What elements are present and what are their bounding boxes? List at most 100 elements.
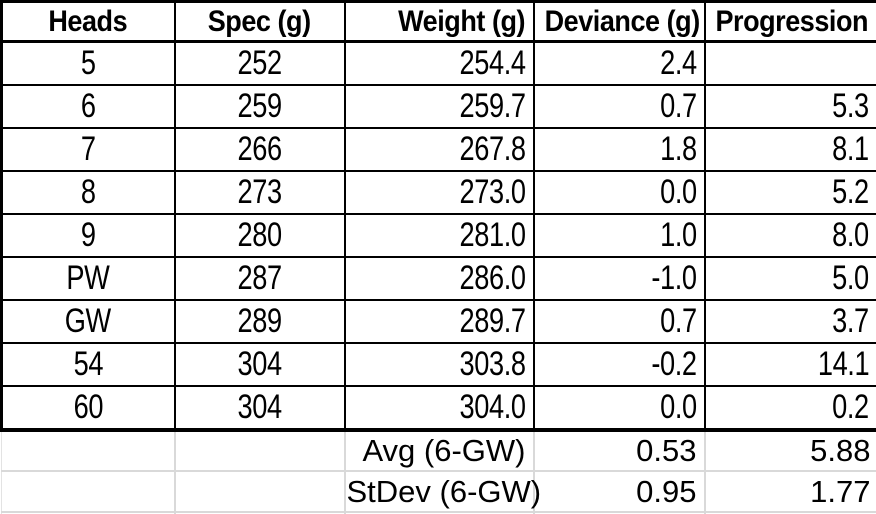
summary-value: 5.88 [810, 433, 871, 468]
cell-heads[interactable]: 8 [0, 170, 176, 215]
cell-value: 1.8 [659, 130, 697, 168]
column-header-label: Progression [714, 4, 868, 38]
cell-value: 0.0 [659, 173, 697, 211]
cell-progression[interactable]: 8.1 [703, 127, 876, 172]
column-header-heads[interactable]: Heads [0, 0, 176, 43]
summary-progression-cell[interactable]: 5.88 [704, 430, 876, 472]
cell-value: -0.2 [651, 345, 697, 383]
summary-label-cell[interactable]: Avg (6-GW) [344, 430, 535, 472]
cell-value: 252 [237, 44, 282, 82]
header-row: Heads Spec (g) Weight (g) Deviance (g) P… [0, 0, 876, 43]
cell-heads[interactable]: GW [0, 299, 176, 344]
cell-progression[interactable]: 3.7 [703, 299, 876, 344]
cell-value: 5.0 [832, 259, 869, 297]
empty-cell[interactable] [1, 471, 176, 513]
table-row: 60 304 304.0 0.0 0.2 [0, 385, 876, 432]
summary-row-stdev: StDev (6-GW) 0.95 1.77 [1, 471, 876, 513]
cell-value: 5 [80, 44, 96, 82]
cell-spec[interactable]: 273 [173, 170, 346, 215]
cell-weight[interactable]: 304.0 [343, 385, 535, 432]
cell-value: 2.4 [659, 44, 697, 82]
empty-cell [533, 512, 706, 514]
column-header-progression[interactable]: Progression [703, 0, 876, 43]
cell-spec[interactable]: 304 [173, 385, 346, 432]
cell-value: 14.1 [817, 345, 870, 383]
cell-spec[interactable]: 252 [173, 40, 346, 86]
empty-cell [174, 512, 346, 514]
cell-value: PW [66, 259, 110, 297]
table-row: 7 266 267.8 1.8 8.1 [0, 127, 876, 172]
empty-cell[interactable] [174, 430, 346, 472]
cell-progression[interactable]: 14.1 [703, 342, 876, 387]
summary-label-cell[interactable]: StDev (6-GW) [344, 471, 541, 513]
cell-spec[interactable]: 280 [173, 213, 346, 258]
column-header-deviance[interactable]: Deviance (g) [532, 0, 706, 43]
cell-deviance[interactable]: 0.0 [532, 170, 706, 215]
cell-deviance[interactable]: 1.0 [532, 213, 706, 258]
cell-value: 60 [73, 388, 104, 426]
cell-heads[interactable]: 7 [0, 127, 176, 172]
summary-label: Avg (6-GW) [362, 433, 526, 468]
cell-deviance[interactable]: -1.0 [532, 256, 706, 301]
cell-value: 54 [73, 345, 104, 383]
cell-weight[interactable]: 281.0 [343, 213, 535, 258]
cell-value: 286.0 [459, 259, 526, 297]
cell-heads[interactable]: 60 [0, 385, 176, 432]
cell-heads[interactable]: 9 [0, 213, 176, 258]
column-header-spec[interactable]: Spec (g) [173, 0, 346, 43]
cell-value: 7 [80, 130, 96, 168]
cell-deviance[interactable]: 2.4 [532, 40, 706, 86]
empty-cell [344, 512, 535, 514]
cell-spec[interactable]: 266 [173, 127, 346, 172]
column-header-label: Heads [48, 4, 128, 38]
cell-spec[interactable]: 304 [173, 342, 346, 387]
cell-progression[interactable]: 5.3 [703, 84, 876, 129]
cell-deviance[interactable]: 0.7 [532, 299, 706, 344]
cell-weight[interactable]: 289.7 [343, 299, 535, 344]
summary-label: StDev (6-GW) [346, 473, 542, 509]
cell-heads[interactable]: 6 [0, 84, 176, 129]
cell-spec[interactable]: 289 [173, 299, 346, 344]
cell-heads[interactable]: 54 [0, 342, 176, 387]
cell-weight[interactable]: 259.7 [343, 84, 535, 129]
cell-heads[interactable]: 5 [0, 40, 176, 86]
cell-progression[interactable]: 5.0 [703, 256, 876, 301]
table-row: 6 259 259.7 0.7 5.3 [0, 84, 876, 129]
cell-value: GW [65, 302, 112, 340]
cell-value: 304 [237, 388, 282, 426]
summary-deviance-cell[interactable]: 0.95 [533, 471, 706, 513]
cell-progression[interactable]: 0.2 [703, 385, 876, 432]
cell-value: 289.7 [459, 302, 526, 340]
cell-weight[interactable]: 286.0 [343, 256, 535, 301]
cell-value: 303.8 [459, 345, 526, 383]
cell-value: 9 [80, 216, 96, 254]
cell-weight[interactable]: 254.4 [343, 40, 535, 86]
cell-spec[interactable]: 287 [173, 256, 346, 301]
summary-value: 0.95 [636, 473, 697, 509]
cell-spec[interactable]: 259 [173, 84, 346, 129]
cell-deviance[interactable]: 1.8 [532, 127, 706, 172]
empty-cell[interactable] [174, 471, 346, 513]
cell-heads[interactable]: PW [0, 256, 176, 301]
cell-value: 0.7 [659, 87, 697, 125]
cell-progression[interactable]: 8.0 [703, 213, 876, 258]
cell-weight[interactable]: 303.8 [343, 342, 535, 387]
column-header-label: Deviance (g) [544, 4, 700, 38]
cell-weight[interactable]: 267.8 [343, 127, 535, 172]
cell-progression[interactable]: 5.2 [703, 170, 876, 215]
empty-cell[interactable] [1, 430, 176, 472]
cell-value: 5.3 [832, 87, 869, 125]
cell-weight[interactable]: 273.0 [343, 170, 535, 215]
cell-deviance[interactable]: 0.0 [532, 385, 706, 432]
cell-value: 254.4 [459, 44, 526, 82]
cell-value: 0.7 [659, 302, 697, 340]
empty-cell [1, 512, 176, 514]
cell-progression[interactable] [703, 40, 876, 86]
cell-deviance[interactable]: -0.2 [532, 342, 706, 387]
summary-deviance-cell[interactable]: 0.53 [533, 430, 706, 472]
column-header-weight[interactable]: Weight (g) [343, 0, 535, 43]
cell-deviance[interactable]: 0.7 [532, 84, 706, 129]
cell-value: 8.0 [832, 216, 869, 254]
summary-progression-cell[interactable]: 1.77 [704, 471, 876, 513]
